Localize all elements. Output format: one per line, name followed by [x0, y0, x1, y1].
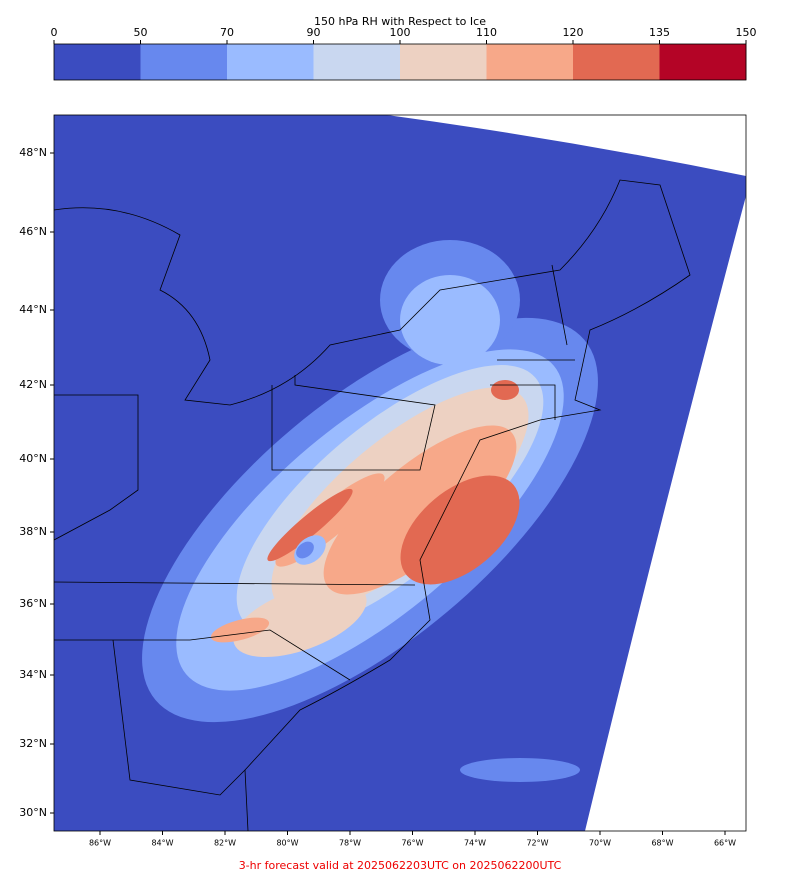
lon-label: 80°W	[276, 839, 298, 848]
rh-contour	[491, 380, 519, 400]
lon-label: 70°W	[589, 839, 611, 848]
lat-label: 44°N	[19, 303, 47, 316]
colorbar-tick-label: 100	[390, 26, 411, 39]
colorbar: 0 50 70 90 100 110 120 135 150	[51, 26, 757, 81]
colorbar-segment	[227, 44, 314, 80]
rh-contour	[296, 541, 314, 559]
colorbar-segment	[313, 44, 401, 80]
colorbar-tick-label: 0	[51, 26, 58, 39]
colorbar-segment	[573, 44, 660, 80]
lat-label: 30°N	[19, 806, 47, 819]
colorbar-tick-label: 150	[736, 26, 757, 39]
lat-label: 34°N	[19, 668, 47, 681]
map-frame	[53, 114, 747, 832]
rh-field	[142, 240, 598, 782]
rh-contour	[400, 275, 500, 365]
rh-contour	[460, 758, 580, 782]
rh-contour	[267, 488, 353, 562]
colorbar-tick-label: 90	[307, 26, 321, 39]
lat-label: 42°N	[19, 378, 47, 391]
rh-contour	[233, 583, 367, 657]
lon-label: 68°W	[651, 839, 673, 848]
lat-label: 38°N	[19, 525, 47, 538]
lon-label: 66°W	[714, 839, 736, 848]
lon-label: 82°W	[214, 839, 236, 848]
map: 48°N 46°N 44°N 42°N 40°N 38°N 36°N 34°N 32°N 30°N…	[19, 114, 747, 848]
colorbar-segment	[140, 44, 228, 80]
lat-label: 36°N	[19, 597, 47, 610]
colorbar-segment	[400, 44, 487, 80]
colorbar-tick-label: 120	[563, 26, 584, 39]
footer: 3-hr forecast valid at 2025062203UTC on …	[239, 859, 562, 872]
lon-label: 86°W	[89, 839, 111, 848]
boundaries	[54, 179, 691, 831]
rh-contour	[400, 475, 520, 585]
colorbar-tick-label: 110	[476, 26, 497, 39]
colorbar-segment	[486, 44, 574, 80]
colorbar-title: 150 hPa RH with Respect to Ice	[314, 15, 486, 28]
lon-label: 76°W	[401, 839, 423, 848]
lat-label: 32°N	[19, 737, 47, 750]
lat-label: 46°N	[19, 225, 47, 238]
colorbar-tick-label: 70	[220, 26, 234, 39]
rh-contour	[210, 617, 270, 643]
colorbar-segment	[659, 44, 747, 80]
lat-label: 40°N	[19, 452, 47, 465]
colorbar-tick-label: 50	[134, 26, 148, 39]
lon-label: 72°W	[526, 839, 548, 848]
rh-contour	[323, 425, 517, 595]
lon-label: 78°W	[339, 839, 361, 848]
colorbar-segment	[54, 44, 141, 80]
lat-label: 48°N	[19, 146, 47, 159]
colorbar-tick-label: 135	[649, 26, 670, 39]
lon-label: 74°W	[464, 839, 486, 848]
map-field	[54, 115, 746, 831]
lon-label: 84°W	[151, 839, 173, 848]
